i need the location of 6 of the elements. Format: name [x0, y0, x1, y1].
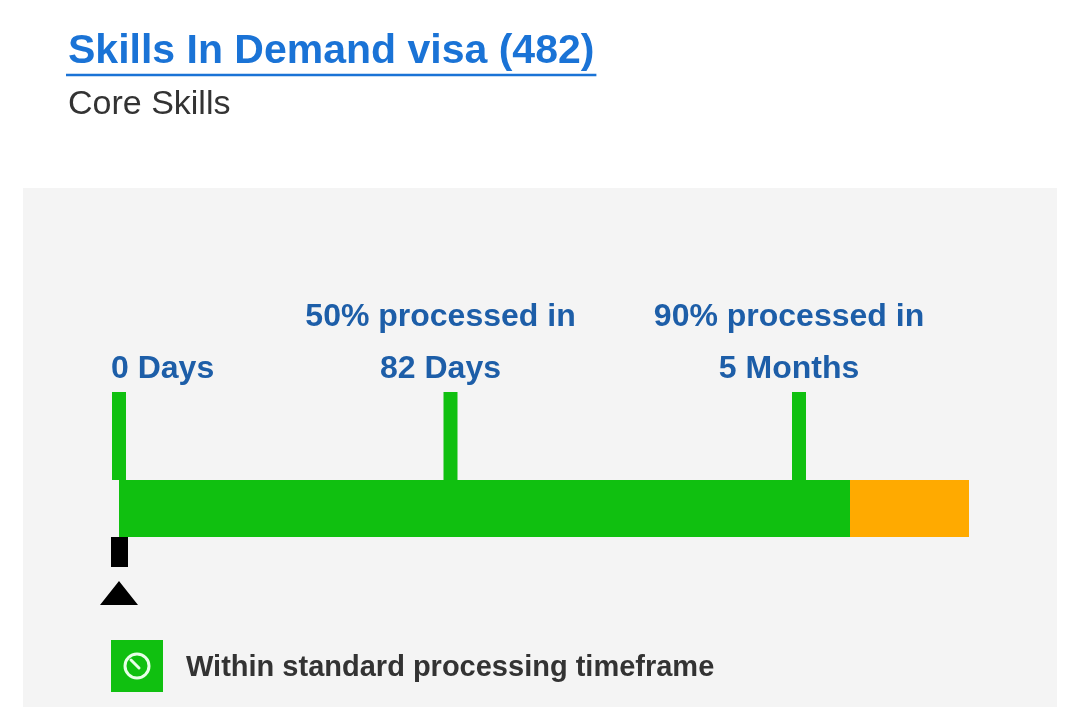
ref-line-label: 0 Days — [111, 349, 215, 385]
chart-subtitle: Core Skills — [68, 83, 231, 121]
ref-line-label: 90% processed in 5 Months — [653, 297, 925, 385]
ref-line-label: 50% processed in 82 Days — [305, 297, 576, 385]
legend-label: Within standard processing timeframe — [186, 650, 715, 682]
chart-title: Skills In Demand visa (482) — [68, 26, 595, 72]
